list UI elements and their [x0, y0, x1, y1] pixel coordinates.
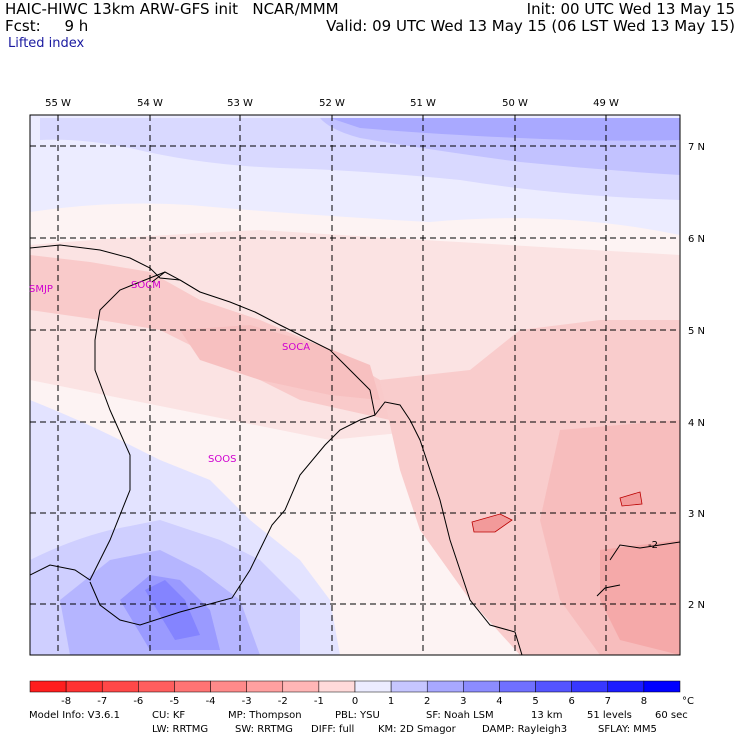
colorbar-tick-label: 8 [641, 696, 647, 707]
footer-damp: DAMP: Rayleigh3 [482, 724, 568, 735]
footer-resolution: 13 km [531, 710, 563, 721]
colorbar-tick-label: 0 [352, 696, 358, 707]
colorbar-tick-label: -6 [133, 696, 143, 707]
colorbar-swatch [643, 680, 681, 693]
colorbar-swatch [499, 680, 536, 693]
valid-time: Valid: 09 UTC Wed 13 May 15 (06 LST Wed … [326, 17, 735, 35]
station-label-soca: SOCA [282, 342, 310, 353]
colorbar-tick-label: -4 [206, 696, 216, 707]
colorbar-swatch [426, 680, 464, 693]
colorbar-tick-label: -2 [278, 696, 288, 707]
colorbar-swatch [282, 680, 320, 693]
station-label-socm: SOCM [131, 280, 161, 291]
lat-label: 7 N [688, 142, 705, 153]
colorbar-swatch [246, 680, 284, 693]
footer-cu: CU: KF [152, 710, 186, 721]
colorbar-tick-label: 1 [388, 696, 394, 707]
colorbar-tick-label: 4 [496, 696, 502, 707]
colorbar-swatch [571, 680, 609, 693]
footer-diff: DIFF: full [311, 724, 355, 735]
colorbar-tick-label: -7 [97, 696, 107, 707]
colorbar-tick-label: 7 [605, 696, 611, 707]
colorbar-swatch [463, 680, 500, 693]
footer-sf: SF: Noah LSM [426, 710, 494, 721]
init-time: Init: 00 UTC Wed 13 May 15 [526, 0, 735, 18]
lon-label: 55 W [45, 98, 71, 109]
colorbar-tick-label: 6 [568, 696, 574, 707]
lat-label: 3 N [688, 509, 705, 520]
colorbar-unit: °C [682, 696, 694, 707]
colorbar-tick-label: 2 [424, 696, 430, 707]
colorbar-tick-label: 3 [460, 696, 466, 707]
footer-timestep: 60 sec [655, 710, 688, 721]
field-label: Lifted index [8, 36, 85, 51]
lon-label: 51 W [410, 98, 436, 109]
colorbar-swatch [29, 680, 67, 693]
contour-label: -2 [648, 540, 658, 551]
lat-label: 4 N [688, 418, 705, 429]
colorbar-swatch [65, 680, 103, 693]
colorbar-swatch [535, 680, 572, 693]
forecast-hour: Fcst: 9 h [5, 17, 89, 35]
footer-lw: LW: RRTMG [152, 724, 209, 735]
colorbar: -8 -7 -6 -5 -4 -3 -2 -1 0 1 2 3 4 5 6 7 8 °C [29, 680, 694, 707]
lon-label: 54 W [137, 98, 163, 109]
model-title: HAIC-HIWC 13km ARW-GFS init NCAR/MMM [5, 0, 339, 18]
colorbar-swatch [354, 680, 392, 693]
footer-mp: MP: Thompson [228, 710, 302, 721]
colorbar-swatch [101, 680, 139, 693]
colorbar-swatch [607, 680, 645, 693]
footer-levels: 51 levels [587, 710, 632, 721]
footer-pbl: PBL: YSU [335, 710, 380, 721]
footer-sflay: SFLAY: MM5 [598, 724, 657, 735]
lat-label: 5 N [688, 326, 705, 337]
lon-label: 52 W [319, 98, 345, 109]
lat-label: 6 N [688, 234, 705, 245]
lat-label: 2 N [688, 600, 705, 611]
lon-label: 49 W [593, 98, 619, 109]
colorbar-tick-label: -1 [314, 696, 324, 707]
coastline-borders [30, 244, 680, 655]
colorbar-swatch [318, 680, 356, 693]
station-label-smjp: SMJP [29, 284, 53, 295]
colorbar-swatch [210, 680, 247, 693]
footer-km: KM: 2D Smagor [378, 724, 456, 735]
lon-label: 53 W [227, 98, 253, 109]
colorbar-tick-label: -8 [61, 696, 71, 707]
lifted-index-field [30, 115, 680, 655]
footer-sw: SW: RRTMG [235, 724, 293, 735]
lon-label: 50 W [502, 98, 528, 109]
map-frame [29, 114, 681, 656]
footer-model-info: Model Info: V3.6.1 [29, 710, 120, 721]
colorbar-swatch [138, 680, 175, 693]
colorbar-tick-label: 5 [532, 696, 538, 707]
colorbar-swatch [390, 680, 428, 693]
colorbar-tick-label: -3 [242, 696, 252, 707]
colorbar-swatch [174, 680, 211, 693]
colorbar-tick-label: -5 [169, 696, 179, 707]
station-label-soos: SOOS [208, 454, 236, 465]
